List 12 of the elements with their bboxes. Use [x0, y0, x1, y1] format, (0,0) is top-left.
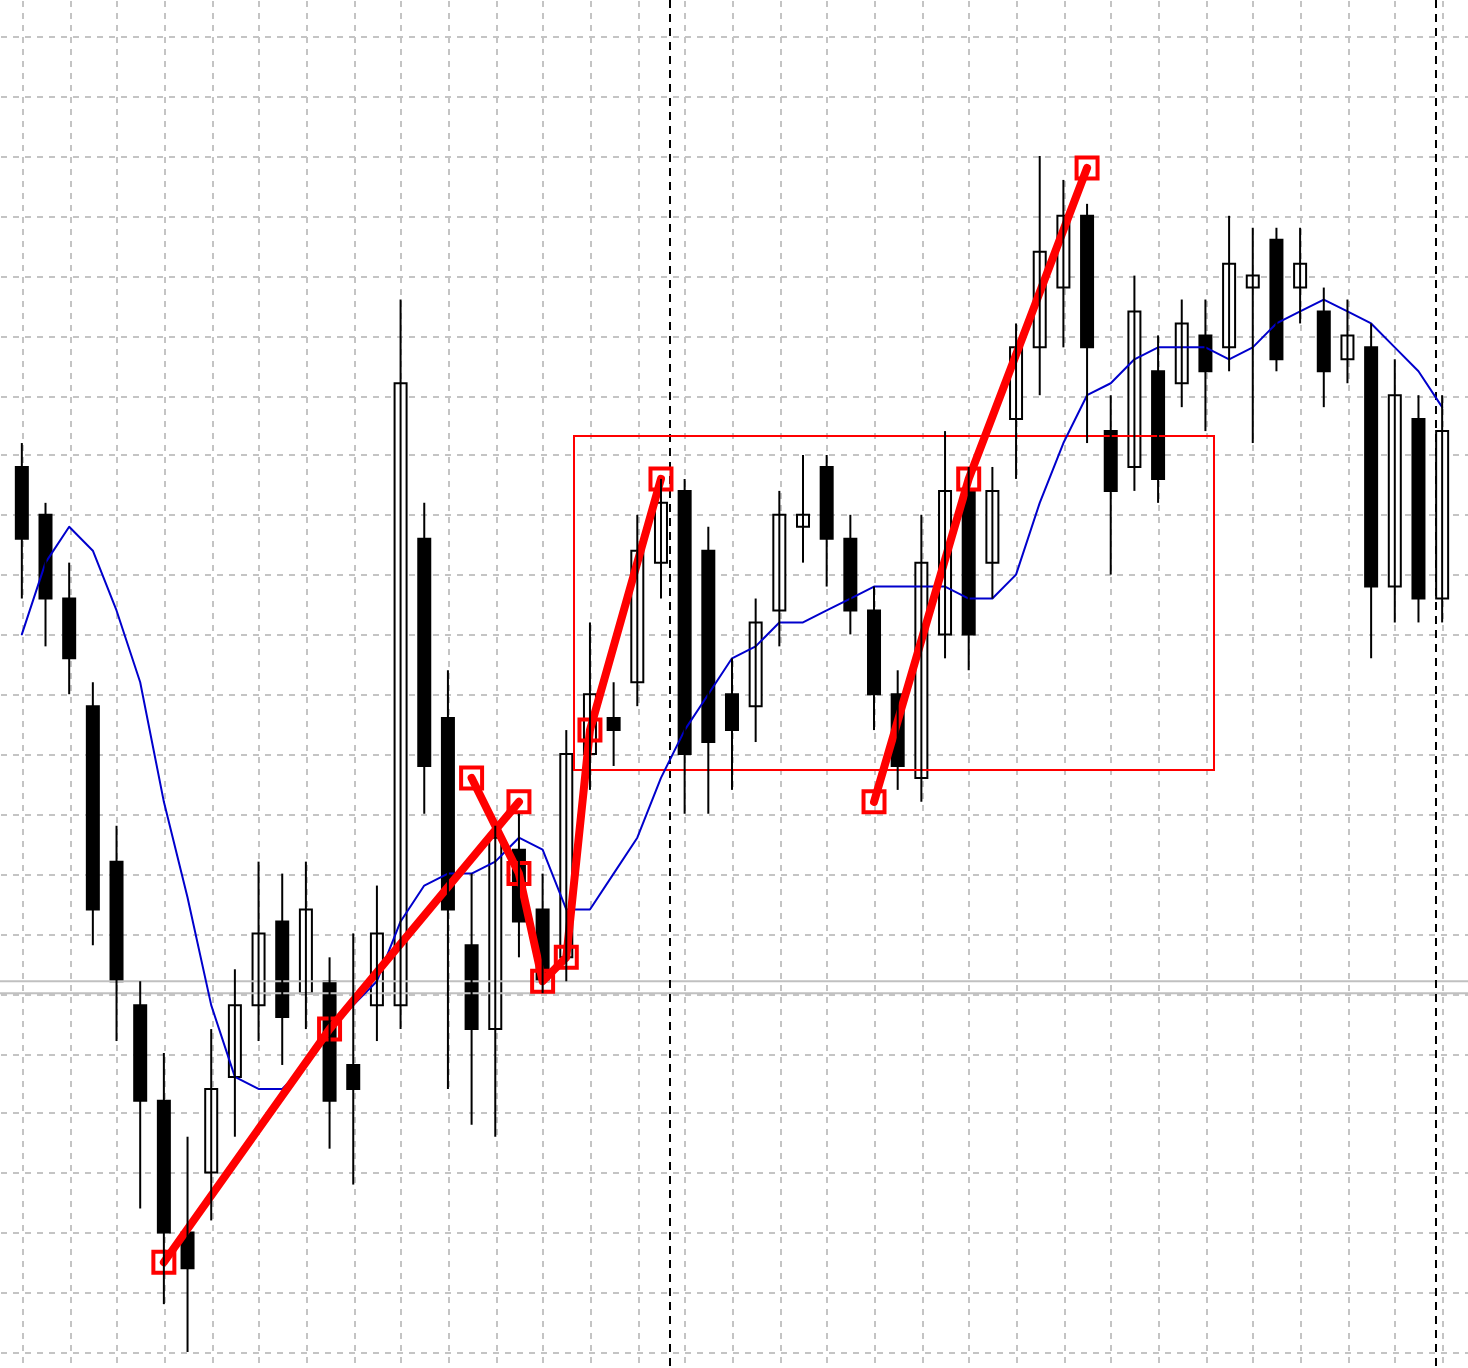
point: [577, 717, 603, 743]
point: [530, 968, 556, 994]
point: [317, 1016, 343, 1042]
point: [861, 789, 887, 815]
point: [956, 466, 982, 492]
point: [1074, 155, 1100, 181]
point: [459, 765, 485, 791]
point: [151, 1249, 177, 1275]
point: [553, 944, 579, 970]
point: [648, 466, 674, 492]
point: [506, 861, 532, 887]
point: [506, 789, 532, 815]
